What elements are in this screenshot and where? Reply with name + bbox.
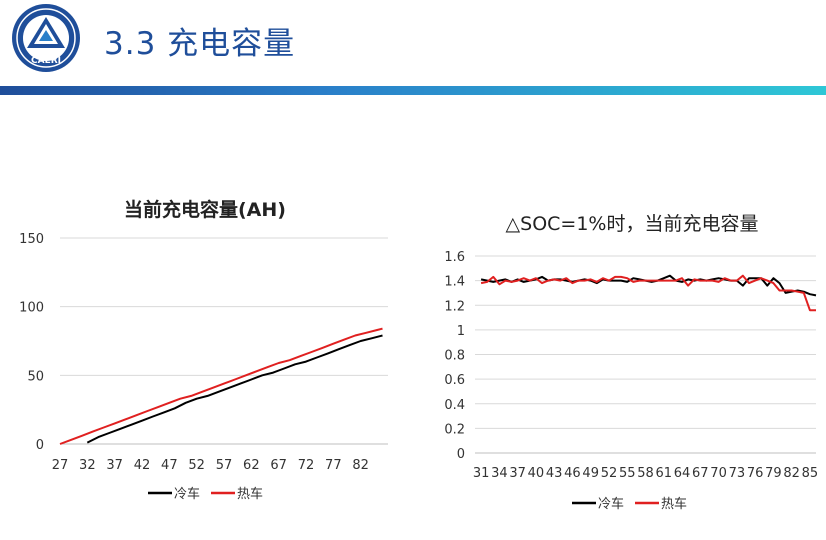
x-tick-label: 52	[188, 458, 205, 473]
x-tick-label: 49	[582, 466, 599, 481]
chart-soc-capacity: △SOC=1%时，当前充电容量 0 0.2 0.4 0.6 0.8 1 1.2 1.4 1.6 3…	[444, 213, 818, 512]
chart2-title: △SOC=1%时，当前充电容量	[506, 213, 759, 235]
x-tick-label: 37	[509, 466, 526, 481]
legend-label: 冷车	[174, 486, 200, 502]
x-tick-label: 34	[491, 466, 508, 481]
x-tick-label: 31	[473, 466, 490, 481]
x-tick-label: 79	[765, 466, 782, 481]
series-line-hot	[59, 327, 383, 445]
y-tick-label: 0	[36, 438, 44, 453]
series-line-hot	[480, 274, 816, 312]
y-tick-label: 1.2	[444, 299, 465, 314]
x-tick-label: 67	[270, 458, 287, 473]
y-tick-label: 150	[19, 232, 44, 247]
y-tick-label: 0.2	[444, 422, 465, 437]
legend-label: 冷车	[598, 496, 624, 512]
header-divider	[0, 86, 826, 95]
x-tick-label: 57	[216, 458, 233, 473]
y-tick-label: 1	[457, 324, 465, 339]
y-tick-label: 1.4	[444, 275, 465, 290]
x-tick-label: 43	[546, 466, 563, 481]
x-tick-label: 61	[655, 466, 672, 481]
x-tick-label: 77	[325, 458, 342, 473]
x-tick-label: 52	[601, 466, 618, 481]
x-tick-label: 73	[729, 466, 746, 481]
x-tick-label: 76	[747, 466, 764, 481]
x-tick-label: 42	[134, 458, 151, 473]
x-tick-label: 72	[298, 458, 315, 473]
x-tick-label: 85	[802, 466, 819, 481]
y-tick-label: 1.6	[444, 250, 465, 265]
x-tick-label: 55	[619, 466, 636, 481]
x-tick-label: 70	[710, 466, 727, 481]
page-title: 3.3 充电容量	[104, 26, 296, 62]
x-tick-label: 46	[564, 466, 581, 481]
series-line-cold	[480, 274, 817, 297]
x-tick-label: 62	[243, 458, 260, 473]
x-tick-label: 40	[528, 466, 545, 481]
legend-label: 热车	[237, 486, 263, 502]
y-tick-label: 50	[27, 369, 44, 384]
y-tick-label: 0	[457, 447, 465, 462]
series-line-cold	[86, 334, 383, 444]
x-tick-label: 47	[161, 458, 178, 473]
x-tick-label: 37	[106, 458, 123, 473]
x-tick-label: 67	[692, 466, 709, 481]
x-tick-label: 58	[637, 466, 654, 481]
logo-text: CAERI	[31, 56, 61, 66]
y-tick-label: 100	[19, 301, 44, 316]
x-tick-label: 27	[52, 458, 69, 473]
y-tick-label: 0.8	[444, 349, 465, 364]
x-tick-label: 32	[79, 458, 96, 473]
y-tick-label: 0.4	[444, 398, 465, 413]
chart-charge-capacity: 当前充电容量(AH) 0 50 100 150 27 32 37 42 47 52 57 62 67 72…	[19, 198, 388, 502]
x-tick-label: 82	[783, 466, 800, 481]
x-tick-label: 82	[352, 458, 369, 473]
y-tick-label: 0.6	[444, 373, 465, 388]
caeri-logo: CAERI	[12, 4, 80, 72]
chart1-title: 当前充电容量(AH)	[124, 198, 286, 221]
legend-label: 热车	[661, 496, 687, 512]
x-tick-label: 64	[674, 466, 691, 481]
